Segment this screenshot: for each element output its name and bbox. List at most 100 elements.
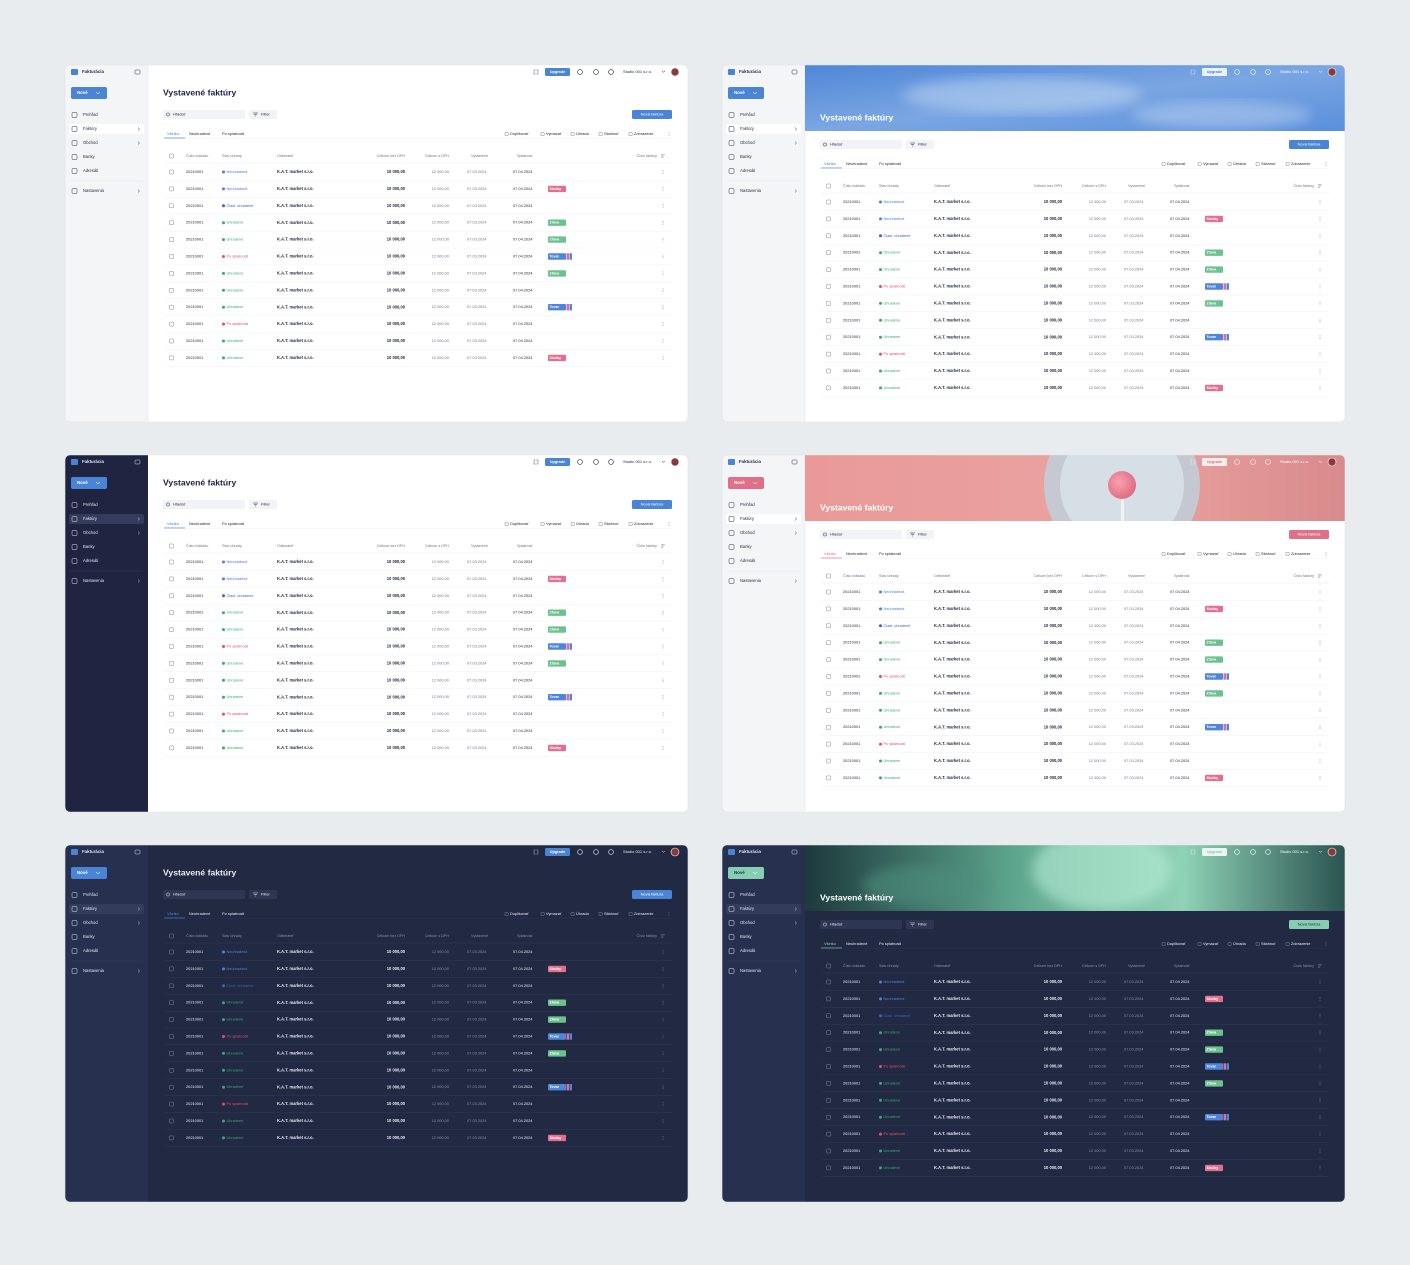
- tab[interactable]: Neuhradené: [846, 161, 867, 166]
- checkbox[interactable]: [169, 728, 174, 734]
- checkbox[interactable]: [826, 334, 831, 340]
- avatar[interactable]: [670, 847, 680, 857]
- checkbox[interactable]: [826, 284, 831, 289]
- action[interactable]: Duplikovať: [1167, 161, 1186, 166]
- apps-icon[interactable]: [533, 849, 539, 855]
- action[interactable]: Stiahnuť: [604, 911, 619, 916]
- action[interactable]: Úhrada: [1233, 161, 1247, 166]
- checkbox[interactable]: [169, 949, 174, 955]
- new-button[interactable]: [71, 87, 107, 99]
- topbar-icon[interactable]: [1265, 849, 1271, 855]
- checkbox[interactable]: [826, 1013, 831, 1019]
- filter-button[interactable]: [249, 500, 277, 509]
- nav-item[interactable]: Adresáti: [740, 168, 755, 173]
- nav-item[interactable]: Adresáti: [83, 168, 98, 173]
- action[interactable]: Úhrada: [1233, 551, 1247, 556]
- company-name[interactable]: Studio 001 s.r.o.: [1280, 459, 1309, 464]
- action[interactable]: Zobrazenie: [1291, 551, 1310, 556]
- nav-item[interactable]: Nastavenia: [740, 578, 762, 583]
- tab[interactable]: Všetko: [167, 131, 179, 136]
- checkbox[interactable]: [169, 254, 174, 259]
- collapse-icon[interactable]: [134, 459, 141, 465]
- filter-button[interactable]: [906, 140, 934, 149]
- checkbox[interactable]: [169, 694, 174, 700]
- action[interactable]: Stiahnuť: [1261, 161, 1276, 166]
- checkbox[interactable]: [826, 385, 831, 391]
- checkbox[interactable]: [826, 1047, 831, 1052]
- upgrade-button[interactable]: [545, 68, 570, 76]
- checkbox[interactable]: [826, 318, 831, 323]
- action[interactable]: Úhrada: [576, 521, 590, 526]
- topbar-icon[interactable]: [1265, 459, 1271, 465]
- checkbox[interactable]: [169, 355, 174, 361]
- topbar-icon[interactable]: [608, 459, 614, 465]
- topbar-icon[interactable]: [1234, 69, 1240, 75]
- action[interactable]: Duplikovať: [510, 911, 529, 916]
- checkbox[interactable]: [826, 724, 831, 730]
- nav-item[interactable]: Adresáti: [740, 558, 755, 563]
- apps-icon[interactable]: [533, 69, 539, 75]
- new-invoice-button[interactable]: [1289, 530, 1329, 539]
- topbar-icon[interactable]: [1265, 69, 1271, 75]
- checkbox[interactable]: [169, 1135, 174, 1141]
- nav-item[interactable]: Prehľad: [740, 502, 755, 507]
- tab[interactable]: Neuhradené: [846, 551, 867, 556]
- checkbox[interactable]: [826, 216, 831, 222]
- nav-item[interactable]: Faktúry: [83, 516, 98, 521]
- topbar-icon[interactable]: [1234, 459, 1240, 465]
- action[interactable]: Vymazať: [546, 521, 562, 526]
- topbar-icon[interactable]: [1234, 849, 1240, 855]
- action[interactable]: Duplikovať: [1167, 941, 1186, 946]
- collapse-icon[interactable]: [134, 849, 141, 855]
- checkbox[interactable]: [169, 1068, 174, 1073]
- nav-item[interactable]: Nastavenia: [83, 188, 105, 193]
- avatar[interactable]: [1327, 457, 1337, 467]
- nav-item[interactable]: Prehľad: [83, 502, 98, 507]
- checkbox[interactable]: [826, 996, 831, 1002]
- nav-item[interactable]: Faktúry: [83, 126, 98, 131]
- apps-icon[interactable]: [1190, 459, 1196, 465]
- checkbox[interactable]: [826, 640, 831, 645]
- nav-item[interactable]: Nastavenia: [740, 968, 762, 973]
- tab[interactable]: Po splatnosti: [222, 911, 244, 916]
- checkbox[interactable]: [826, 351, 831, 357]
- nav-item[interactable]: Obchod: [83, 530, 98, 535]
- tab[interactable]: Po splatnosti: [879, 941, 901, 946]
- checkbox[interactable]: [826, 657, 831, 662]
- new-invoice-button[interactable]: [632, 890, 672, 899]
- action[interactable]: Zobrazenie: [1291, 161, 1310, 166]
- topbar-icon[interactable]: [577, 459, 583, 465]
- checkbox[interactable]: [169, 203, 174, 209]
- topbar-icon[interactable]: [577, 69, 583, 75]
- avatar[interactable]: [670, 457, 680, 467]
- topbar-icon[interactable]: [593, 849, 599, 855]
- checkbox[interactable]: [169, 627, 174, 632]
- nav-item[interactable]: Obchod: [740, 920, 755, 925]
- company-name[interactable]: Studio 001 s.r.o.: [623, 849, 652, 854]
- company-name[interactable]: Studio 001 s.r.o.: [1280, 69, 1309, 74]
- checkbox[interactable]: [169, 1101, 174, 1107]
- search-field[interactable]: [163, 500, 245, 509]
- nav-item[interactable]: Adresáti: [83, 558, 98, 563]
- checkbox[interactable]: [169, 678, 174, 683]
- filter-button[interactable]: [906, 530, 934, 539]
- nav-item[interactable]: Obchod: [83, 140, 98, 145]
- nav-item[interactable]: Faktúry: [83, 906, 98, 911]
- checkbox[interactable]: [826, 1098, 831, 1103]
- apps-icon[interactable]: [533, 459, 539, 465]
- action[interactable]: Zobrazenie: [634, 911, 653, 916]
- upgrade-button[interactable]: [1202, 458, 1227, 466]
- topbar-icon[interactable]: [608, 849, 614, 855]
- checkbox[interactable]: [169, 304, 174, 310]
- checkbox[interactable]: [169, 1051, 174, 1056]
- checkbox[interactable]: [826, 1030, 831, 1035]
- action[interactable]: Úhrada: [576, 131, 590, 136]
- avatar[interactable]: [1327, 67, 1337, 77]
- search-field[interactable]: [820, 920, 902, 929]
- action[interactable]: Vymazať: [546, 911, 562, 916]
- topbar-icon[interactable]: [593, 69, 599, 75]
- avatar[interactable]: [1327, 847, 1337, 857]
- upgrade-button[interactable]: [545, 458, 570, 466]
- nav-item[interactable]: Faktúry: [740, 906, 755, 911]
- checkbox[interactable]: [826, 758, 831, 764]
